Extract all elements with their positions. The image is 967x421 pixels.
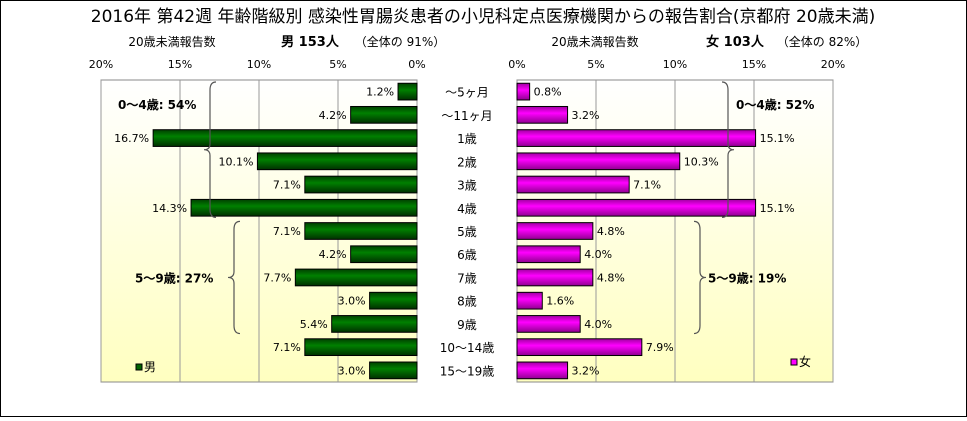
female-data-label: 15.1% [760,132,795,145]
right-header-label: 20歳未満報告数 [551,34,638,49]
male-data-label: 4.2% [319,248,347,261]
female-data-label: 10.3% [684,155,719,168]
legend-swatch-male [135,363,143,371]
male-data-label: 4.2% [319,109,347,122]
category-label: 9歳 [457,318,477,332]
category-label: 3歳 [457,179,477,193]
category-label: 10～14歳 [440,341,495,355]
legend-swatch-female [790,358,798,366]
chart-title: 2016年 第42週 年齢階級別 感染性胃腸炎患者の小児科定点医療機関からの報告… [91,7,875,27]
category-label: ～11ヶ月 [441,109,492,123]
female-data-label: 3.2% [572,364,600,377]
right-tick-label: 10% [663,58,687,71]
right-tick-label: 15% [742,58,766,71]
male-data-label: 10.1% [218,155,253,168]
category-label: 2歳 [457,155,477,169]
male-data-label: 7.1% [273,341,301,354]
female-data-label: 0.8% [534,86,562,99]
female-bar [516,198,757,217]
female-data-label: 7.1% [633,179,661,192]
right-group-annotation: 0～4歳: 52% [736,97,814,112]
category-label: 6歳 [457,248,477,262]
male-bar [369,291,418,310]
male-bar [190,198,418,217]
left-tick-label: 10% [247,58,271,71]
right-tick-label: 5% [587,58,604,71]
category-label: 5歳 [457,225,477,239]
right-header: 20歳未満報告数 女 103人 （全体の 82%） [551,34,867,50]
female-bar [516,129,757,147]
left-tick-label: 15% [168,58,192,71]
male-bar [294,268,418,287]
female-bar [516,338,643,357]
male-data-label: 1.2% [366,86,394,99]
legend-label-male: 男 [144,360,156,374]
male-bar [304,175,418,194]
left-tick-label: 5% [329,58,346,71]
left-brace-5-9 [227,220,241,335]
left-header-share: （全体の 91%） [355,34,446,49]
left-brace-0-4 [203,81,217,218]
male-bar [350,105,418,124]
left-group-annotation: 0～4歳: 54% [118,97,196,112]
male-data-label: 3.0% [338,295,366,308]
male-data-label: 7.1% [273,225,301,238]
left-tick-label: 0% [408,58,425,71]
female-bar [516,291,543,310]
right-group-annotation: 5～9歳: 19% [708,270,786,285]
male-bar [256,152,418,171]
female-data-label: 4.8% [597,225,625,238]
female-data-label: 4.8% [597,271,625,284]
category-label: 15～19歳 [440,364,495,378]
female-data-label: 7.9% [646,341,674,354]
left-header-label: 20歳未満報告数 [128,34,215,49]
left-header-count: 男 153人 [281,34,340,50]
female-bar [516,152,681,171]
male-bar [304,338,418,357]
female-data-label: 4.0% [584,318,612,331]
male-data-label: 14.3% [152,202,187,215]
female-bar [516,268,594,287]
male-data-label: 5.4% [300,318,328,331]
legend-label-female: 女 [799,354,811,369]
female-bar [516,175,630,194]
right-header-share: （全体の 82%） [777,34,868,49]
right-tick-label: 0% [508,58,525,71]
left-header: 20歳未満報告数 男 153人 （全体の 91%） [128,34,445,50]
left-group-annotation: 5～9歳: 27% [135,270,213,285]
male-data-label: 3.0% [338,364,366,377]
female-bar [516,315,581,333]
category-label: ～5ヶ月 [445,86,489,100]
female-bar [516,222,594,240]
right-brace-0-4 [721,81,735,218]
male-bar [350,245,418,264]
male-bar [331,315,418,333]
right-brace-5-9 [693,220,707,335]
female-data-label: 4.0% [584,248,612,261]
male-data-label: 16.7% [114,132,149,145]
female-data-label: 1.6% [546,295,574,308]
male-data-label: 7.7% [263,271,291,284]
male-data-label: 7.1% [273,179,301,192]
category-label: 8歳 [457,295,477,309]
male-bar [369,361,418,380]
male-bar [304,222,418,240]
female-bar [516,105,569,124]
female-data-label: 3.2% [572,109,600,122]
female-bar [516,82,531,101]
male-bar [152,129,418,147]
right-tick-label: 20% [821,58,845,71]
right-header-count: 女 103人 [706,34,765,50]
category-label: 1歳 [457,132,477,146]
category-label: 7歳 [457,271,477,285]
female-bar [516,361,569,380]
male-bar [397,82,418,101]
female-bar [516,245,581,264]
left-tick-label: 20% [89,58,113,71]
category-label: 4歳 [457,202,477,216]
female-data-label: 15.1% [760,202,795,215]
